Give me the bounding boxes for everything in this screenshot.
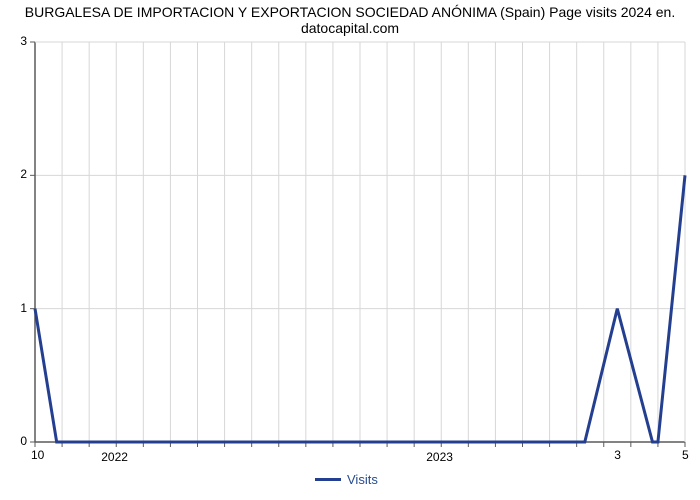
y-tick-label: 0 — [20, 434, 27, 448]
overlay-number: 5 — [682, 448, 689, 462]
overlay-number: 3 — [614, 448, 621, 462]
legend-label: Visits — [347, 472, 378, 487]
plot-area — [35, 42, 685, 450]
legend-swatch — [315, 478, 341, 481]
chart-container: { "chart": { "type": "line", "title": "B… — [0, 0, 700, 500]
x-tick-label: 2023 — [426, 450, 453, 464]
x-tick-label: 2022 — [101, 450, 128, 464]
chart-title: BURGALESA DE IMPORTACION Y EXPORTACION S… — [0, 4, 700, 36]
y-tick-label: 3 — [20, 34, 27, 48]
legend: Visits — [315, 472, 378, 487]
y-tick-label: 1 — [20, 301, 27, 315]
overlay-number: 10 — [31, 448, 44, 462]
y-tick-label: 2 — [20, 167, 27, 181]
